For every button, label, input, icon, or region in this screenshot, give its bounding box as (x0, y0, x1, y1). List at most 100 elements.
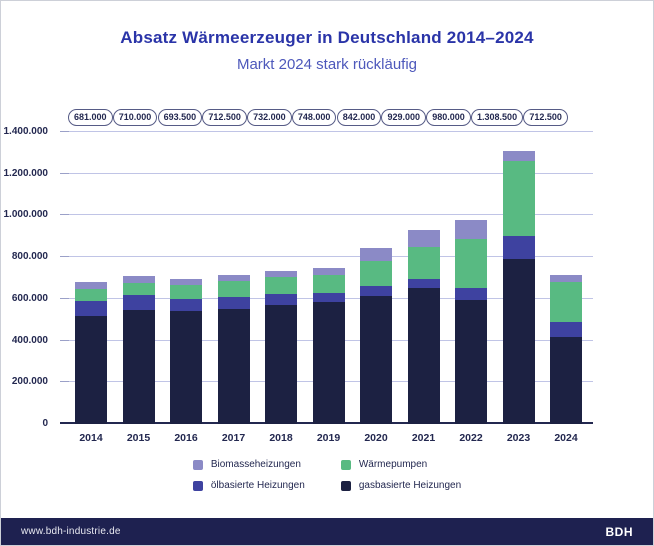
bar-2018 (265, 271, 297, 424)
bar-segment-2015-wärmepumpen (122, 283, 155, 295)
y-tick-1.000.000 (60, 214, 69, 215)
bar-segment-2017-gasbasierte-heizungen (217, 308, 250, 424)
bar-segment-2020-wärmepumpen (360, 261, 392, 287)
legend-label: Wärmepumpen (358, 459, 428, 470)
legend-grid: Biomasseheizungen Wärmepumpen ölbasierte H… (192, 459, 462, 491)
bar-segment-2019-gasbasierte-heizungen (312, 301, 345, 424)
bar-2022 (455, 219, 487, 424)
bar-segment-2022-gasbasierte-heizungen (455, 299, 487, 424)
y-axis: 0 200.000 400.000 600.000 800.000 1.000.000 1.… (1, 127, 60, 429)
bar-segment-2019-wärmepumpen (312, 274, 345, 293)
bar-segment-2017-biomasseheizungen (217, 275, 250, 281)
bar-segment-2014-wärmepumpen (75, 288, 107, 301)
y-tick-200.000 (60, 381, 69, 382)
y-tick-1.400.000 (60, 131, 69, 132)
bar-segment-2021-biomasseheizungen (407, 230, 440, 247)
x-axis-label-2020: 2020 (364, 432, 388, 444)
bar-2021 (407, 230, 440, 424)
total-badge-2014: 681.000 (68, 109, 113, 126)
page-title: Absatz Wärmeerzeuger in Deutschland 2014… (120, 28, 534, 47)
legend-label: ölbasierte Heizungen (210, 480, 305, 491)
total-badge-2020: 842.000 (336, 109, 382, 126)
y-axis-label-800.000: 800.000 (11, 251, 48, 262)
gridline-1.200.000 (69, 173, 593, 174)
x-axis-label-2024: 2024 (554, 432, 578, 444)
y-tick-1.200.000 (60, 173, 69, 174)
x-axis-label-2022: 2022 (459, 432, 483, 444)
bdh-logo: BDH (605, 524, 633, 539)
bar-segment-2024-wärmepumpen (550, 282, 582, 323)
total-badge-2021: 929.000 (381, 109, 427, 126)
legend-swatch (192, 480, 203, 491)
bar-segment-2022-ölbasierte-heizungen (455, 287, 487, 300)
bar-2020 (360, 248, 392, 424)
page-subtitle: Markt 2024 stark rückläufig (236, 56, 418, 73)
bar-segment-2023-biomasseheizungen (502, 151, 535, 162)
bar-2023 (502, 151, 535, 424)
bar-segment-2024-gasbasierte-heizungen (550, 336, 582, 424)
bar-2024 (550, 275, 582, 424)
y-axis-label-600.000: 600.000 (11, 293, 48, 304)
bar-2019 (312, 268, 345, 424)
bar-segment-2023-gasbasierte-heizungen (502, 259, 535, 424)
legend: Biomasseheizungen Wärmepumpen ölbasierte H… (1, 459, 653, 491)
legend-label: Biomasseheizungen (210, 459, 301, 470)
bar-segment-2020-gasbasierte-heizungen (360, 295, 392, 424)
bar-segment-2019-ölbasierte-heizungen (312, 292, 345, 302)
legend-item-gasbasierte-heizungen: gasbasierte Heizungen (340, 480, 462, 491)
bar-segment-2015-gasbasierte-heizungen (122, 310, 155, 424)
gridline-800.000 (69, 256, 593, 257)
bar-segment-2017-wärmepumpen (217, 280, 250, 298)
bar-segment-2023-ölbasierte-heizungen (502, 235, 535, 260)
y-tick-800.000 (60, 256, 69, 257)
bar-segment-2023-wärmepumpen (502, 161, 535, 236)
bar-segment-2019-biomasseheizungen (312, 268, 345, 275)
bar-segment-2015-biomasseheizungen (122, 275, 155, 284)
bar-2016 (170, 279, 202, 424)
total-badge-2022: 980.000 (426, 109, 471, 126)
x-axis-label-2015: 2015 (126, 432, 151, 444)
footer-url: www.bdh-industrie.de (21, 526, 121, 537)
total-badge-2023: 1.308.500 (471, 109, 524, 126)
y-axis-label-1.200.000: 1.200.000 (3, 168, 49, 179)
plot-area (60, 131, 593, 424)
legend-item-biomasseheizungen: Biomasseheizungen (192, 459, 341, 470)
total-badge-2017: 712.500 (202, 109, 247, 126)
gridline-1.400.000 (69, 131, 593, 132)
legend-label: gasbasierte Heizungen (358, 480, 462, 491)
bar-segment-2021-gasbasierte-heizungen (407, 287, 440, 424)
gridline-1.000.000 (69, 214, 593, 215)
legend-swatch (340, 459, 351, 470)
legend-swatch (192, 459, 203, 470)
bar-segment-2016-ölbasierte-heizungen (170, 299, 202, 312)
bar-segment-2016-wärmepumpen (170, 285, 202, 300)
x-axis-label-2014: 2014 (79, 432, 103, 444)
bar-segment-2020-biomasseheizungen (360, 248, 392, 262)
x-axis-label-2018: 2018 (269, 432, 293, 444)
bar-2014 (75, 282, 107, 424)
bar-segment-2024-biomasseheizungen (550, 275, 582, 283)
bar-segment-2018-ölbasierte-heizungen (265, 294, 297, 305)
x-axis: 2014 2015 2016 2017 2018 2019 2020 2021 2022 2023… (69, 432, 593, 448)
bar-segment-2016-gasbasierte-heizungen (170, 311, 202, 424)
total-badge-2018: 732.000 (247, 109, 292, 126)
x-axis-label-2023: 2023 (506, 432, 531, 444)
x-axis-label-2017: 2017 (221, 432, 246, 444)
x-axis-label-2021: 2021 (411, 432, 436, 444)
totals-row: 681.000 710.000 693.500 712.500 732.000 748.0… (68, 109, 568, 126)
bar-segment-2018-wärmepumpen (265, 276, 297, 295)
bar-2017 (217, 275, 250, 424)
total-badge-2024: 712.500 (523, 109, 568, 126)
legend-item-ölbasierte-heizungen: ölbasierte Heizungen (192, 480, 341, 491)
bar-segment-2018-gasbasierte-heizungen (265, 304, 297, 424)
bar-2015 (122, 275, 155, 424)
total-badge-2015: 710.000 (112, 109, 158, 126)
y-axis-label-1.000.000: 1.000.000 (3, 209, 49, 220)
bar-segment-2018-biomasseheizungen (265, 271, 297, 277)
y-axis-label-0: 0 (42, 418, 48, 429)
y-axis-label-400.000: 400.000 (11, 335, 48, 346)
bar-segment-2022-biomasseheizungen (455, 219, 487, 239)
bar-segment-2020-ölbasierte-heizungen (360, 286, 392, 296)
legend-swatch (340, 480, 351, 491)
